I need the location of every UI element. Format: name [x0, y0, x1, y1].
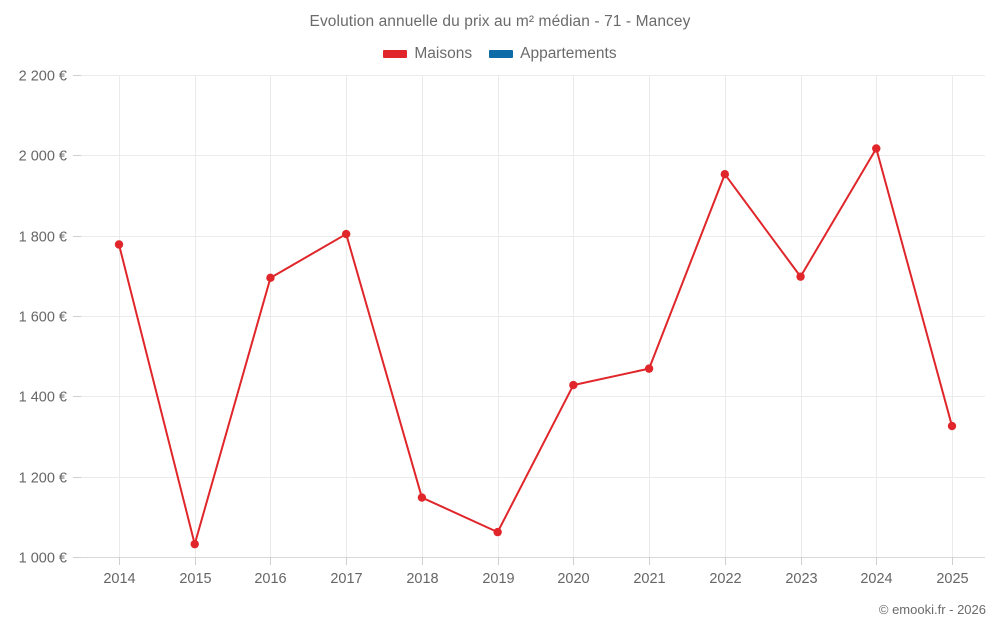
y-axis-tick-label: 1 600 € — [19, 310, 67, 326]
x-axis-tick-label: 2021 — [633, 571, 665, 587]
x-axis-tick-label: 2020 — [557, 571, 589, 587]
data-point-marker[interactable] — [190, 539, 199, 549]
x-axis-tick-label: 2019 — [482, 571, 514, 587]
data-point-marker[interactable] — [644, 364, 654, 373]
x-axis-tick-label: 2018 — [406, 571, 438, 587]
legend-swatch-appartements — [489, 50, 514, 58]
chart-title: Evolution annuelle du prix au m² médian … — [309, 13, 691, 30]
x-axis-tick-label: 2017 — [330, 571, 362, 587]
series-maisons — [114, 144, 957, 549]
x-axis-tick-label: 2015 — [179, 571, 211, 587]
data-point-marker[interactable] — [796, 272, 805, 281]
y-axis-tick-label: 1 000 € — [19, 551, 67, 567]
data-point-marker[interactable] — [947, 421, 957, 431]
x-axis-tick-label: 2025 — [936, 571, 968, 587]
data-point-marker[interactable] — [872, 144, 881, 153]
data-point-marker[interactable] — [493, 527, 502, 537]
data-point-marker[interactable] — [341, 229, 351, 239]
copyright-credit: © emooki.fr - 2026 — [878, 602, 986, 617]
series-line-maisons — [118, 147, 953, 546]
y-axis-tick-label: 2 000 € — [19, 149, 67, 165]
x-axis-tick-label: 2024 — [860, 571, 892, 587]
legend-label-maisons: Maisons — [414, 45, 473, 62]
x-axis-tick-label: 2022 — [709, 571, 741, 587]
data-point-marker[interactable] — [417, 493, 427, 502]
data-point-marker[interactable] — [114, 240, 124, 249]
legend-item-appartements[interactable]: Appartements — [489, 45, 617, 63]
x-axis-tick-label: 2014 — [103, 571, 135, 587]
data-point-marker[interactable] — [720, 170, 730, 179]
y-axis-tick-label: 1 800 € — [19, 230, 67, 246]
legend-swatch-maisons — [383, 50, 408, 58]
gridlines: 1 000 € 1 200 € 1 400 € 1 600 € 1 800 € 2 000… — [19, 69, 985, 587]
x-axis-tick-label: 2016 — [254, 571, 286, 587]
chart-legend: Maisons Appartements — [0, 45, 1000, 63]
y-axis-tick-label: 1 400 € — [19, 390, 67, 406]
y-axis-tick-label: 1 200 € — [19, 471, 67, 487]
data-point-marker[interactable] — [569, 380, 578, 390]
x-axis-tick-label: 2023 — [785, 571, 817, 587]
data-point-marker[interactable] — [266, 273, 275, 283]
legend-label-appartements: Appartements — [520, 45, 617, 62]
y-axis-tick-label: 2 200 € — [19, 69, 67, 85]
legend-item-maisons[interactable]: Maisons — [383, 45, 472, 63]
